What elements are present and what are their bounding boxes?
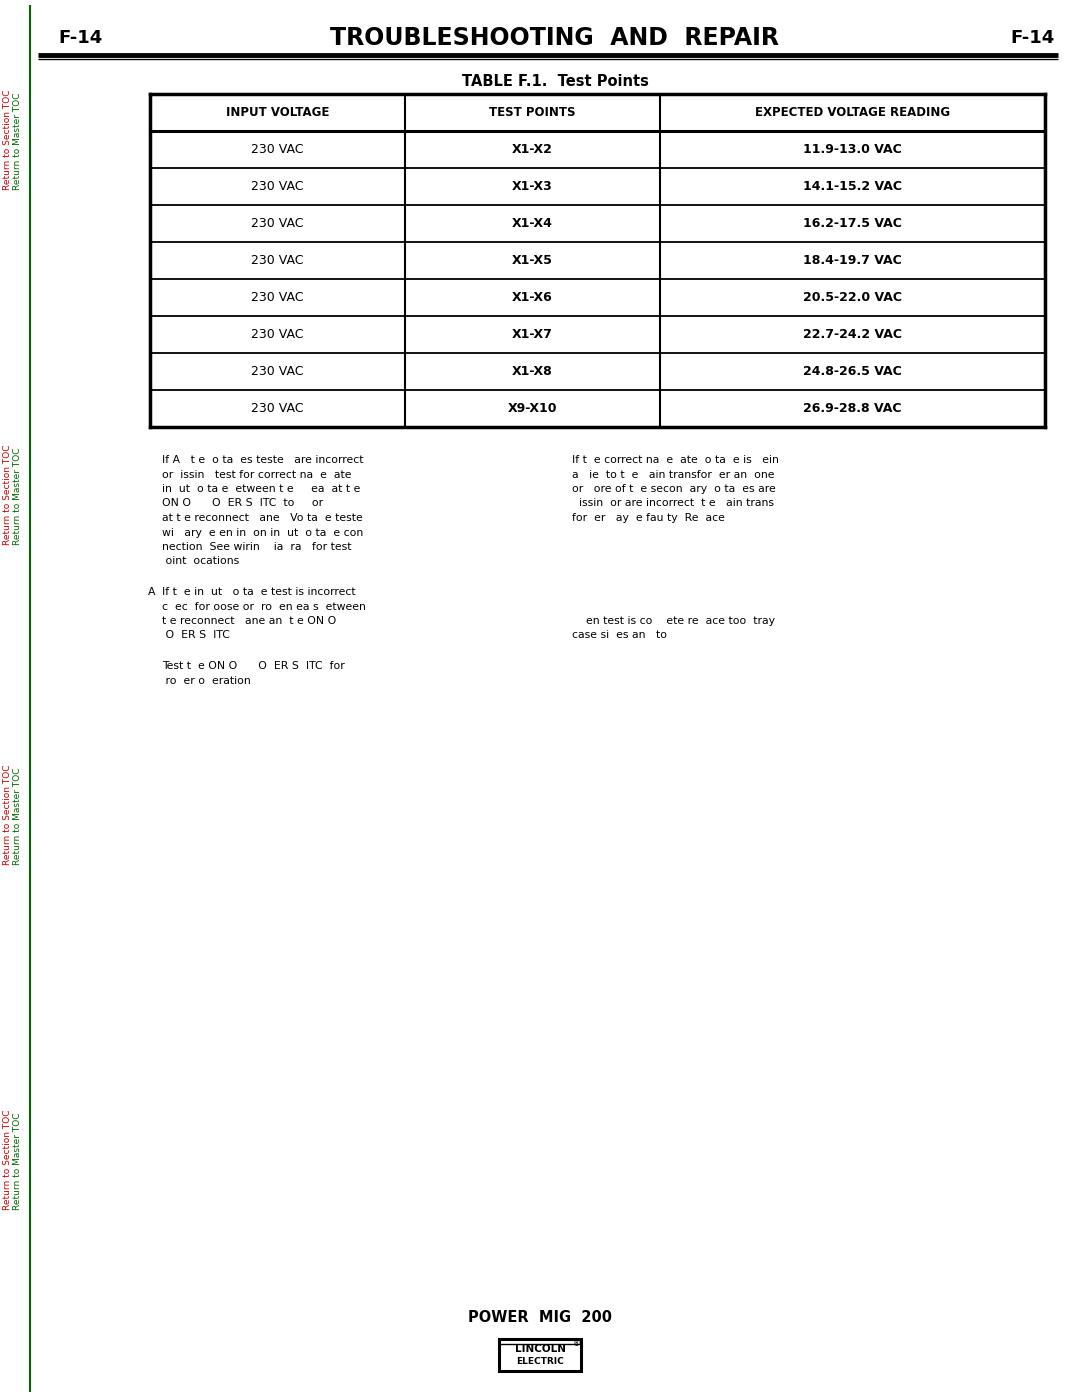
Bar	[499, 1338, 581, 1370]
Bar	[0, 1030, 8, 1390]
Text: ro  er o  eration: ro er o eration	[162, 676, 251, 686]
Text: ELECTRIC: ELECTRIC	[516, 1358, 564, 1366]
Text: EXPECTED VOLTAGE READING: EXPECTED VOLTAGE READING	[755, 106, 950, 119]
Text: 22.7-24.2 VAC: 22.7-24.2 VAC	[804, 328, 902, 341]
Text: ON O      O  ER S  ITC  to     or: ON O O ER S ITC to or	[162, 499, 323, 509]
Text: 230 VAC: 230 VAC	[252, 180, 303, 193]
Text: oint  ocations: oint ocations	[162, 556, 240, 567]
Text: for  er   ay  e fau ty  Re  ace: for er ay e fau ty Re ace	[572, 513, 725, 522]
Text: TROUBLESHOOTING  AND  REPAIR: TROUBLESHOOTING AND REPAIR	[330, 27, 780, 50]
Text: F-14: F-14	[1011, 29, 1055, 47]
Text: POWER  MIG  200: POWER MIG 200	[468, 1310, 612, 1326]
Text: ®: ®	[573, 1340, 581, 1348]
Text: A: A	[148, 587, 156, 597]
Text: or   ore of t  e secon  ary  o ta  es are: or ore of t e secon ary o ta es are	[572, 483, 775, 495]
Text: 230 VAC: 230 VAC	[252, 254, 303, 267]
Text: 230 VAC: 230 VAC	[252, 328, 303, 341]
Text: If t  e correct na  e  ate  o ta  e is   ein: If t e correct na e ate o ta e is ein	[572, 455, 779, 465]
Text: X9-X10: X9-X10	[508, 402, 557, 415]
Text: c  ec  for oose or  ro  en ea s  etween: c ec for oose or ro en ea s etween	[162, 602, 366, 612]
Text: Return to Section TOC: Return to Section TOC	[3, 444, 13, 545]
Text: If A   t e  o ta  es teste   are incorrect: If A t e o ta es teste are incorrect	[162, 455, 364, 465]
Text: Return to Section TOC: Return to Section TOC	[3, 89, 13, 190]
Text: 14.1-15.2 VAC: 14.1-15.2 VAC	[804, 180, 902, 193]
Text: X1-X6: X1-X6	[512, 291, 553, 305]
Text: X1-X8: X1-X8	[512, 365, 553, 379]
Text: LINCOLN: LINCOLN	[514, 1344, 566, 1354]
Text: en test is co    ete re  ace too  tray: en test is co ete re ace too tray	[572, 616, 775, 626]
Text: Return to Master TOC: Return to Master TOC	[13, 767, 23, 865]
Text: 20.5-22.0 VAC: 20.5-22.0 VAC	[804, 291, 902, 305]
Text: X1-X4: X1-X4	[512, 217, 553, 231]
Text: Return to Master TOC: Return to Master TOC	[13, 1112, 23, 1210]
Text: t e reconnect   ane an  t e ON O: t e reconnect ane an t e ON O	[162, 616, 336, 626]
Text: 230 VAC: 230 VAC	[252, 291, 303, 305]
Text: 230 VAC: 230 VAC	[252, 365, 303, 379]
Text: X1-X7: X1-X7	[512, 328, 553, 341]
Text: O  ER S  ITC: O ER S ITC	[162, 630, 230, 640]
Text: 16.2-17.5 VAC: 16.2-17.5 VAC	[804, 217, 902, 231]
Text: 24.8-26.5 VAC: 24.8-26.5 VAC	[804, 365, 902, 379]
Text: F-14: F-14	[58, 29, 103, 47]
Text: or  issin   test for correct na  e  ate: or issin test for correct na e ate	[162, 469, 351, 479]
Bar	[0, 390, 8, 700]
Text: X1-X5: X1-X5	[512, 254, 553, 267]
Text: If t  e in  ut   o ta  e test is incorrect: If t e in ut o ta e test is incorrect	[162, 587, 355, 597]
Text: Return to Section TOC: Return to Section TOC	[3, 764, 13, 865]
Text: Return to Master TOC: Return to Master TOC	[13, 447, 23, 545]
Text: X1-X2: X1-X2	[512, 142, 553, 156]
Text: 26.9-28.8 VAC: 26.9-28.8 VAC	[804, 402, 902, 415]
Text: nection  See wirin    ia  ra   for test: nection See wirin ia ra for test	[162, 542, 351, 552]
Text: X1-X3: X1-X3	[512, 180, 553, 193]
Text: Return to Section TOC: Return to Section TOC	[3, 1109, 13, 1210]
Bar	[0, 719, 8, 1010]
Text: TABLE F.1.  Test Points: TABLE F.1. Test Points	[461, 74, 648, 88]
Text: Test t  e ON O      O  ER S  ITC  for: Test t e ON O O ER S ITC for	[162, 661, 345, 671]
Text: 11.9-13.0 VAC: 11.9-13.0 VAC	[804, 142, 902, 156]
Text: Return to Master TOC: Return to Master TOC	[13, 92, 23, 190]
Text: TEST POINTS: TEST POINTS	[489, 106, 576, 119]
Text: in  ut  o ta e  etween t e     ea  at t e: in ut o ta e etween t e ea at t e	[162, 483, 361, 495]
Text: INPUT VOLTAGE: INPUT VOLTAGE	[226, 106, 329, 119]
Text: a   ie  to t  e   ain transfor  er an  one: a ie to t e ain transfor er an one	[572, 469, 774, 479]
Text: 230 VAC: 230 VAC	[252, 402, 303, 415]
Text: 230 VAC: 230 VAC	[252, 217, 303, 231]
Text: case si  es an   to: case si es an to	[572, 630, 667, 640]
Text: wi   ary  e en in  on in  ut  o ta  e con: wi ary e en in on in ut o ta e con	[162, 528, 363, 538]
Text: at t e reconnect   ane   Vo ta  e teste: at t e reconnect ane Vo ta e teste	[162, 513, 363, 522]
Text: 18.4-19.7 VAC: 18.4-19.7 VAC	[804, 254, 902, 267]
Text: 230 VAC: 230 VAC	[252, 142, 303, 156]
Bar	[0, 10, 8, 370]
Text: issin  or are incorrect  t e   ain trans: issin or are incorrect t e ain trans	[572, 499, 774, 509]
